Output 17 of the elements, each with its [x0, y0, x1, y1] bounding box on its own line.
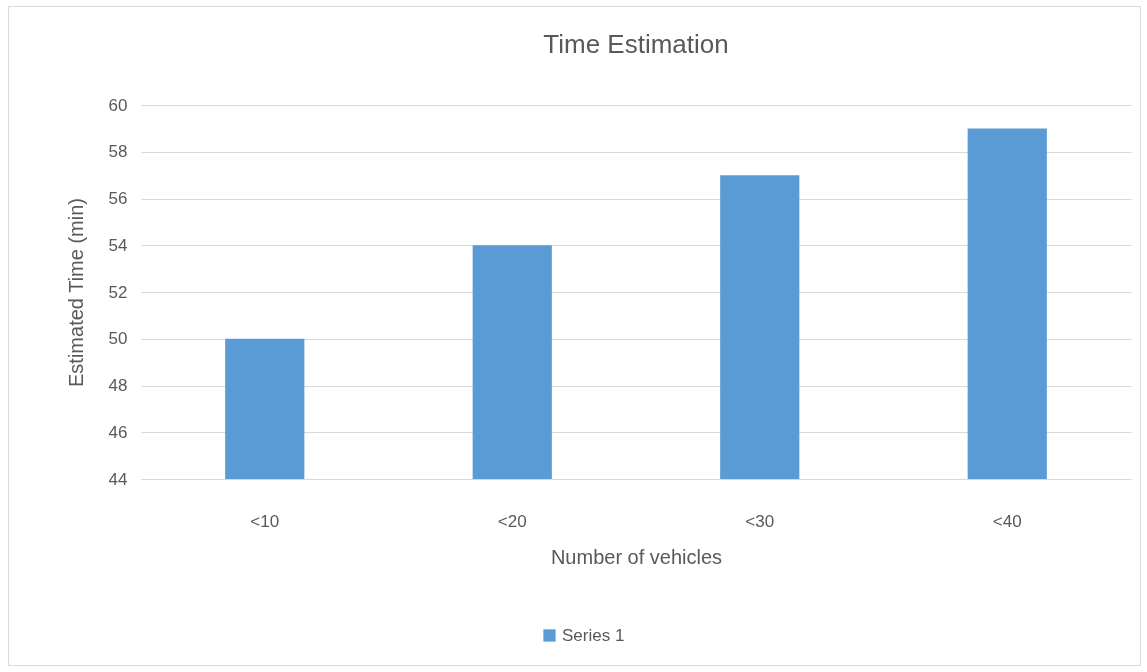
y-tick-label: 56	[108, 189, 128, 208]
y-tick-label: 54	[108, 235, 128, 255]
y-tick-label: 58	[108, 142, 128, 162]
y-tick-label: 50	[108, 329, 128, 349]
x-axis-title: Number of vehicles	[550, 545, 723, 568]
y-tick-label: 60	[108, 95, 128, 115]
x-tick-label: <40	[992, 511, 1022, 531]
y-tick-label: 46	[108, 422, 128, 442]
y-axis-title: Estimated Time (min)	[64, 198, 87, 387]
x-tick-label: <20	[497, 511, 527, 531]
chart-title: Time Estimation	[543, 29, 729, 59]
y-tick-label: 44	[108, 469, 128, 489]
y-tick-label: 52	[108, 282, 128, 302]
y-tick-label: 48	[108, 376, 128, 395]
x-tick-label: <10	[250, 511, 280, 531]
legend-label: Series 1	[562, 625, 625, 645]
x-tick-label: <30	[745, 511, 775, 531]
